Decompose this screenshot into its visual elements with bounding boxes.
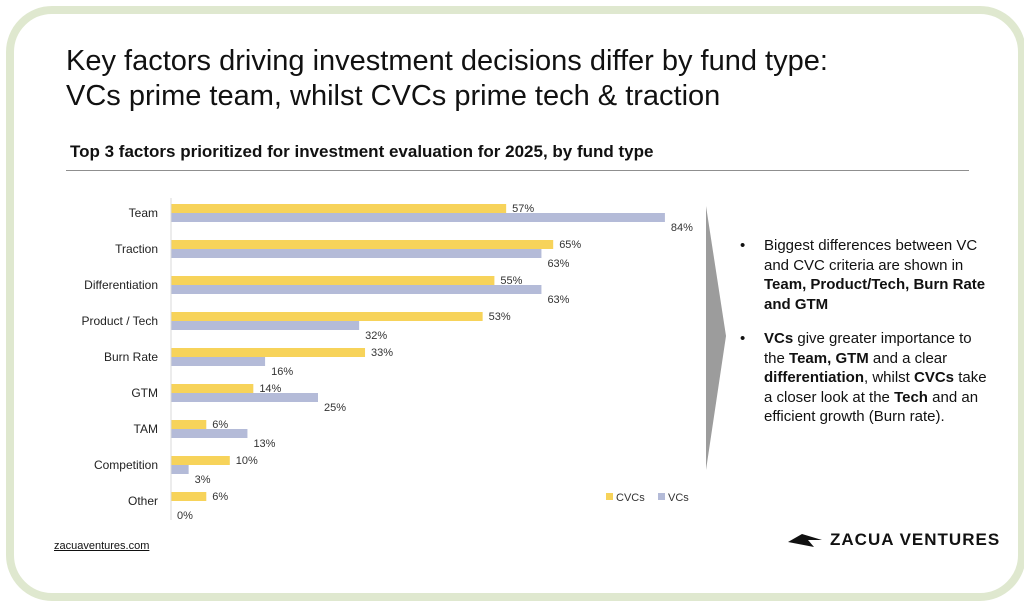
note-text: Biggest differences between VC and CVC c… [764,237,978,274]
company-logo: ZACUA VENTURES [788,530,1000,550]
title-line-2: VCs prime team, whilst CVCs prime tech &… [66,80,721,112]
bar-vc [171,249,542,258]
note-item: • VCs give greater importance to the Team… [740,329,990,427]
bullet-icon: • [740,237,746,254]
bar-cvc [171,276,495,285]
note-text: take a closer look at the [764,369,987,406]
value-label-vc: 63% [547,294,569,306]
bar-cvc [171,312,483,321]
bullet-icon: • [740,330,746,347]
slide-frame [6,6,1024,601]
bar-cvc [171,420,207,429]
bar-vc [171,285,542,294]
bar-cvc [171,492,207,501]
value-label-cvc: 33% [371,347,393,359]
category-label: GTM [131,386,158,400]
category-label: Other [128,494,158,508]
title-line-1: Key factors driving investment decisions… [66,45,828,77]
website-link[interactable]: zacuaventures.com [54,540,150,552]
value-label-vc: 0% [177,510,193,522]
note-bold: differentiation [764,369,864,386]
bar-vc [171,357,266,366]
value-label-vc: 3% [195,474,211,486]
legend-swatch-cvc [606,493,613,500]
value-label-vc: 84% [671,222,693,234]
value-label-cvc: 14% [259,383,281,395]
bar-cvc [171,204,507,213]
note-text: , whilst [864,369,915,386]
chart-title: Top 3 factors prioritized for investment… [70,142,654,161]
arrow-chevron [706,206,726,470]
value-label-cvc: 53% [489,311,511,323]
bar-vc [171,393,318,402]
value-label-cvc: 65% [559,239,581,251]
value-label-vc: 16% [271,366,293,378]
value-label-cvc: 10% [236,455,258,467]
note-text: and a clear [868,349,948,367]
value-label-cvc: 57% [512,203,534,215]
category-label: Product / Tech [82,314,159,328]
category-label: TAM [134,422,158,436]
bar-vc [171,465,189,474]
legend-label-cvc: CVCs [616,492,645,504]
bar-vc [171,321,360,330]
legend-label-vc: VCs [668,492,689,504]
bar-cvc [171,384,254,393]
page-title: Key factors driving investment decisions… [66,44,946,114]
value-label-vc: 63% [547,258,569,270]
category-label: Burn Rate [104,350,158,364]
note-item: • Biggest differences between VC and CVC … [740,236,990,314]
value-label-vc: 32% [365,330,387,342]
bar-vc [171,429,248,438]
bar-vc [171,213,665,222]
logo-text: ZACUA VENTURES [830,530,1001,549]
note-bold: CVCs [914,369,955,386]
value-label-cvc: 6% [212,491,228,503]
insight-notes: • Biggest differences between VC and CVC … [740,236,990,442]
note-bold: Tech [894,388,928,406]
note-text: give greater importance to the [764,330,972,367]
bar-cvc [171,348,366,357]
note-bold: Team, Product/Tech, Burn Rate and GTM [764,276,986,313]
value-label-vc: 25% [324,402,346,414]
note-bold: Team, GTM [789,349,869,367]
category-label: Differentiation [84,278,158,292]
category-label: Competition [94,458,158,472]
category-label: Traction [115,242,158,256]
legend-swatch-vc [658,493,665,500]
note-text: and an efficient growth (Burn rate). [764,388,979,426]
value-label-vc: 13% [253,438,275,450]
value-label-cvc: 55% [500,275,522,287]
title-divider [66,170,969,171]
zacua-logo-icon [788,534,822,547]
note-bold: VCs [764,330,794,347]
value-label-cvc: 6% [212,419,228,431]
category-label: Team [129,206,158,220]
bar-cvc [171,240,554,249]
bar-cvc [171,456,230,465]
